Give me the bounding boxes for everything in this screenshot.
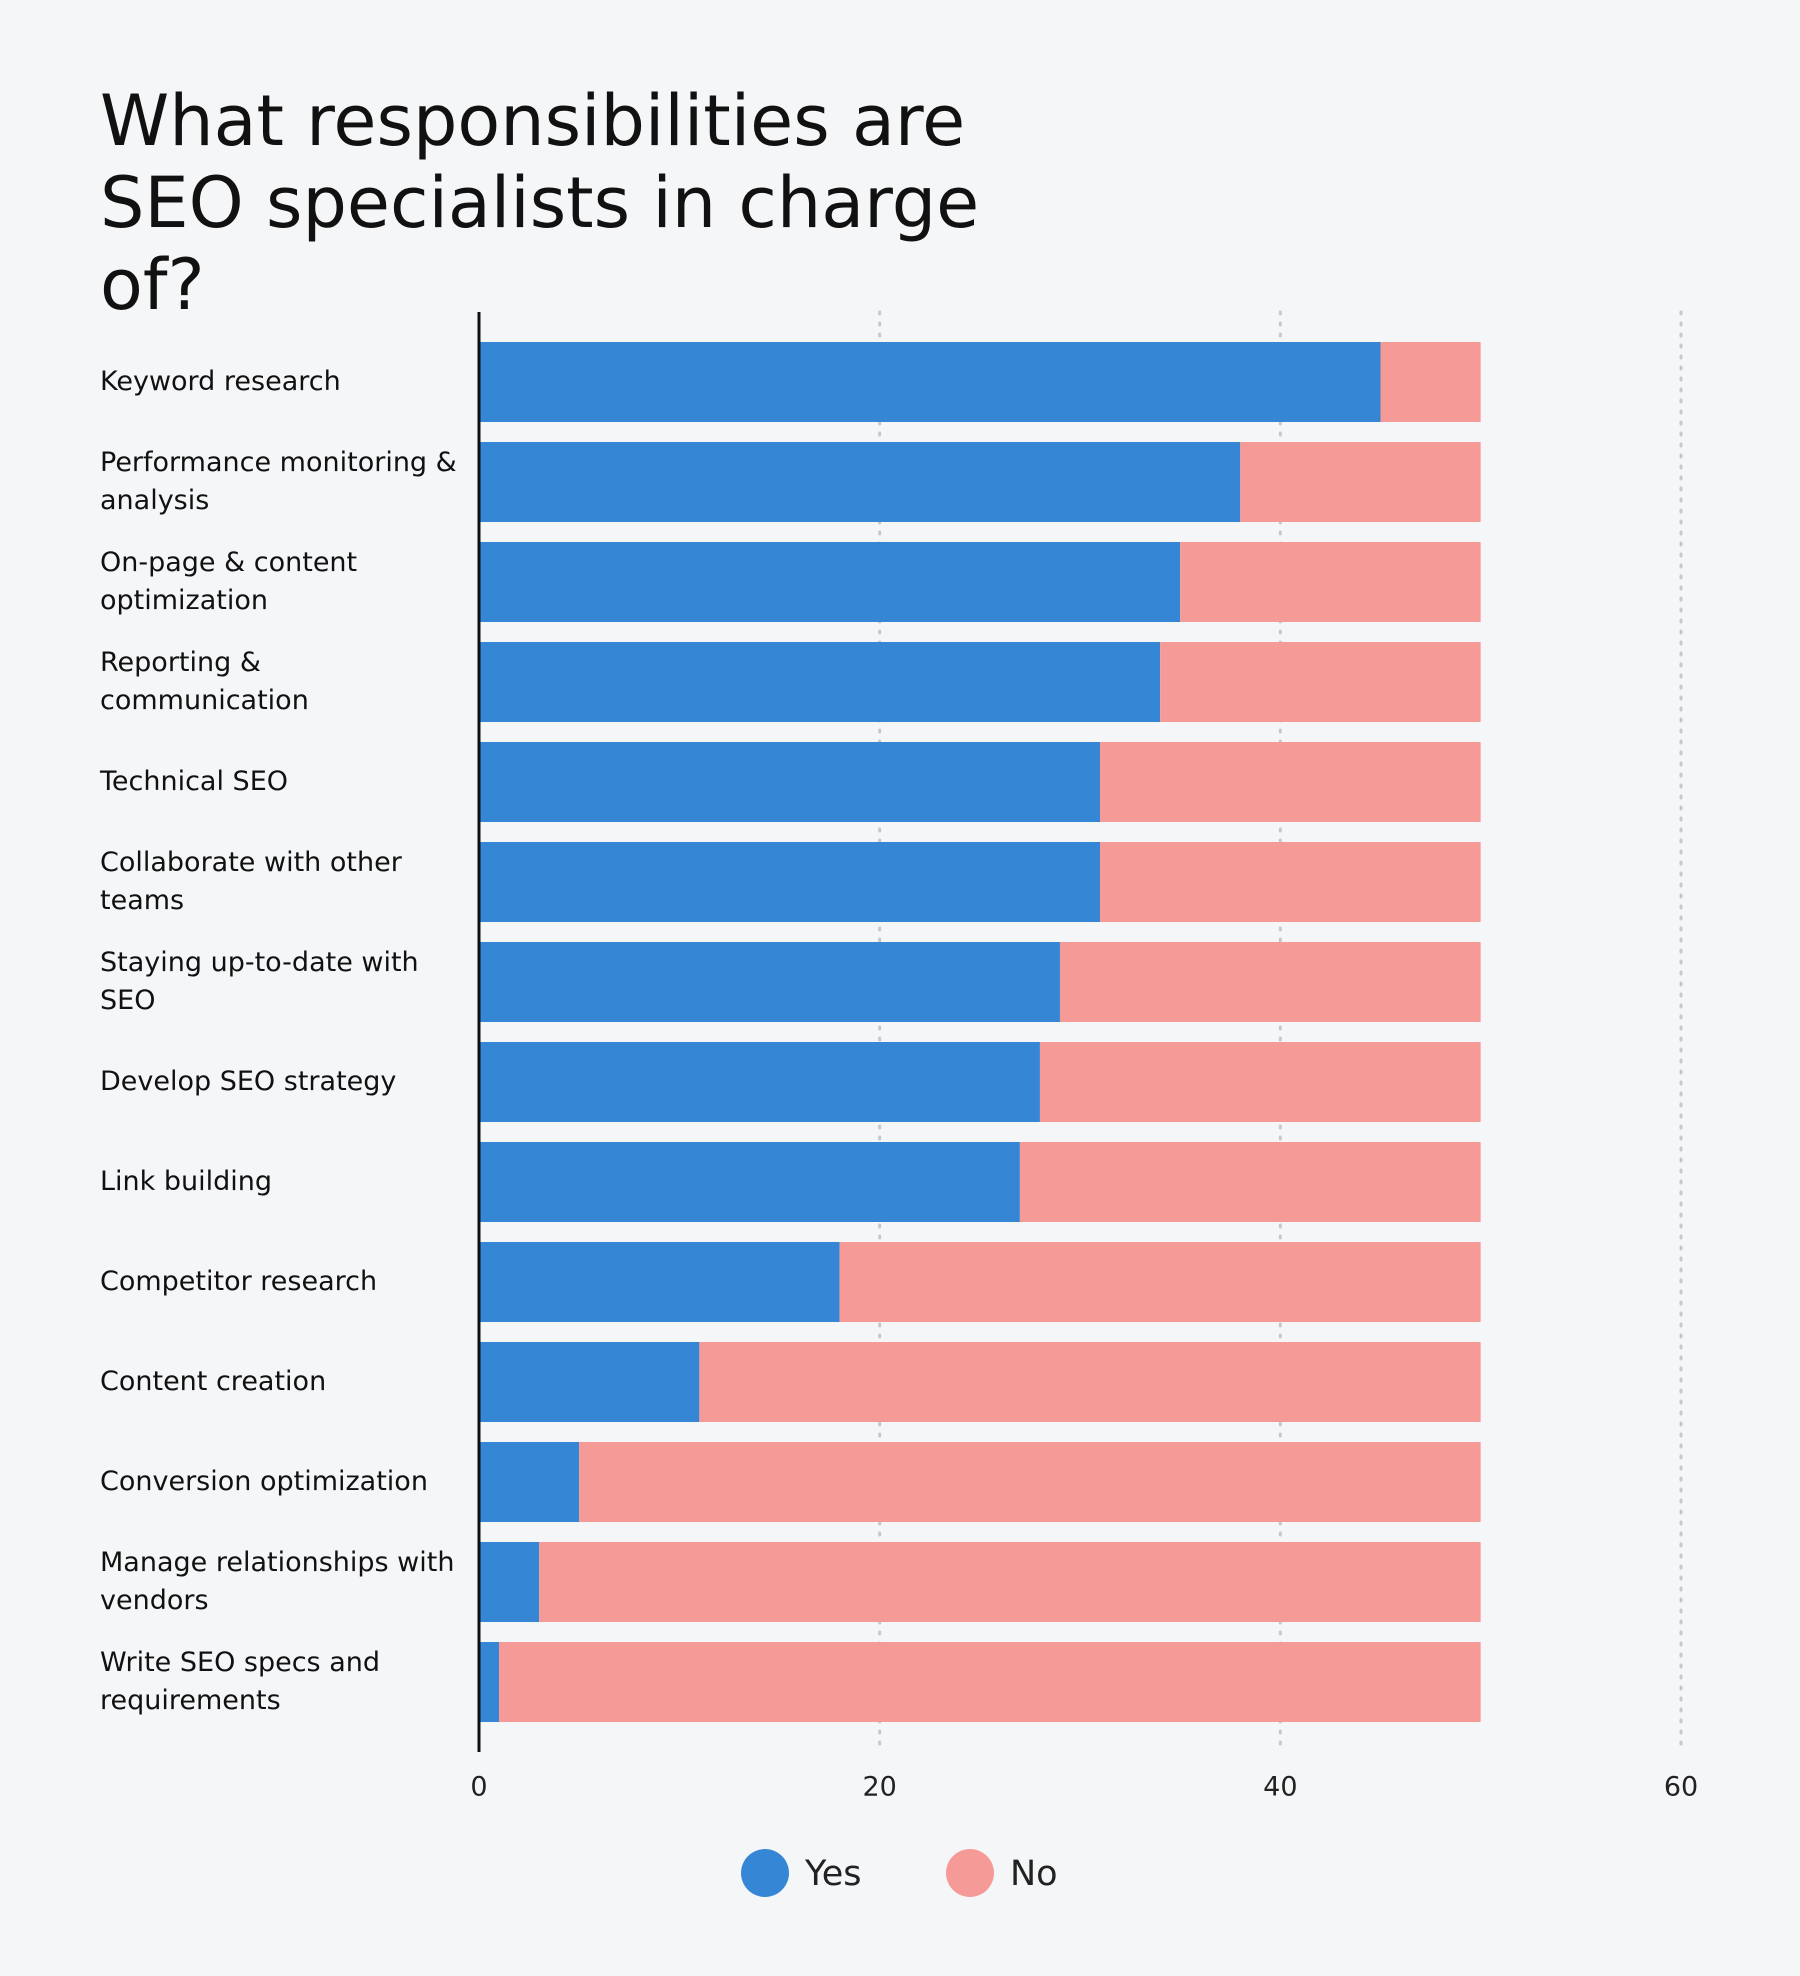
bar-segment: [479, 1442, 580, 1522]
bar-segment: [1039, 1042, 1481, 1122]
bar-segment: [1019, 1142, 1481, 1222]
bar-segment: [479, 942, 1060, 1022]
legend-marker: [946, 1849, 994, 1897]
bar-segment: [1100, 842, 1481, 922]
bar-segment: [479, 1042, 1040, 1122]
y-tick-label: Conversion optimization: [100, 1466, 428, 1497]
bar-segment: [479, 542, 1181, 622]
bar-segment: [479, 1342, 700, 1422]
chart-title: What responsibilities are SEO specialist…: [100, 80, 980, 326]
y-tick-label: Collaborate with other teams: [100, 847, 402, 916]
y-tick-label: Keyword research: [100, 366, 341, 397]
bar-segment: [579, 1442, 1481, 1522]
x-tick-label: 0: [470, 1772, 487, 1803]
y-tick-label: On-page & content optimization: [100, 547, 358, 616]
y-tick-label: Competitor research: [100, 1266, 378, 1297]
legend-label: Yes: [804, 1854, 862, 1894]
y-tick-label: Link building: [100, 1166, 273, 1197]
bar-segment: [479, 1642, 500, 1722]
y-tick-label: Develop SEO strategy: [100, 1066, 397, 1097]
bar-segment: [1059, 942, 1481, 1022]
bar-segment: [1180, 542, 1481, 622]
bar-segment: [479, 342, 1381, 422]
bar-segment: [479, 742, 1101, 822]
bar-segment: [499, 1642, 1481, 1722]
x-tick-label: 20: [862, 1772, 896, 1803]
bar-segment: [1160, 642, 1481, 722]
bar-segment: [1100, 742, 1481, 822]
y-tick-label: Content creation: [100, 1366, 327, 1397]
bar-segment: [479, 642, 1161, 722]
bar-segment: [479, 1242, 840, 1322]
bar-segment: [839, 1242, 1481, 1322]
y-tick-label: Manage relationships with vendors: [100, 1547, 455, 1616]
legend-label: No: [1010, 1854, 1058, 1894]
bar-segment: [479, 842, 1101, 922]
x-tick-label: 60: [1664, 1772, 1698, 1803]
bar-segment: [539, 1542, 1481, 1622]
bar-segment: [479, 442, 1241, 522]
x-tick-label: 40: [1263, 1772, 1297, 1803]
bar-segment: [699, 1342, 1481, 1422]
y-tick-label: Reporting & communication: [100, 647, 309, 716]
y-tick-label: Technical SEO: [100, 766, 289, 797]
bar-segment: [479, 1142, 1020, 1222]
y-tick-label: Write SEO specs and requirements: [100, 1647, 381, 1716]
bar-segment: [1240, 442, 1481, 522]
y-tick-label: Performance monitoring & analysis: [100, 447, 457, 516]
legend-marker: [741, 1849, 789, 1897]
bar-segment: [479, 1542, 540, 1622]
bar-segment: [1380, 342, 1481, 422]
y-tick-label: Staying up-to-date with SEO: [100, 947, 419, 1016]
